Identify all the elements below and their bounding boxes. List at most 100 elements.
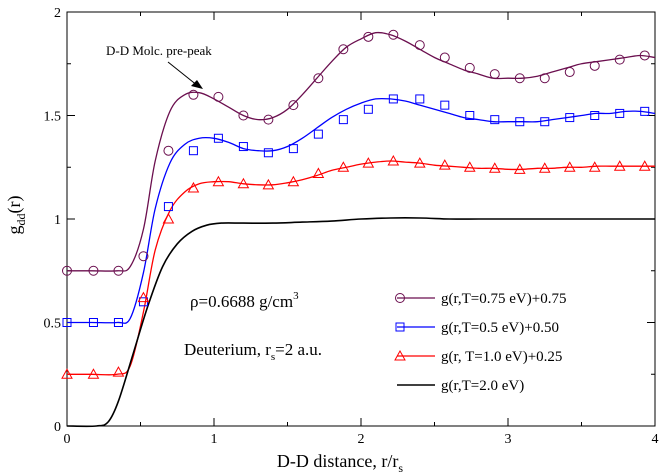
legend-label-2: g(r, T=1.0 eV)+0.25 <box>441 349 562 365</box>
series-0-point <box>614 54 625 65</box>
series-1-point <box>615 108 625 118</box>
series-1-point <box>163 202 173 212</box>
y-tick-label: 0.5 <box>44 317 62 332</box>
series-lines <box>66 31 656 428</box>
series-0-point <box>564 67 575 78</box>
legend-label-3: g(r,T=2.0 eV) <box>441 378 524 394</box>
legend-marker-2 <box>394 349 406 361</box>
series-2-point <box>61 368 73 379</box>
series-line-0 <box>66 31 656 272</box>
series-0-point <box>138 251 149 262</box>
legend-marker-1 <box>395 322 405 332</box>
x-axis-ticks: 0 1 2 3 4 <box>64 12 659 447</box>
series-0-point <box>238 110 249 121</box>
series-1-point <box>263 148 273 158</box>
prepeak-arrow-head <box>191 80 203 89</box>
legend-marker-0 <box>395 293 405 303</box>
series-0-point <box>313 73 324 84</box>
system-subscript: s <box>271 351 275 363</box>
series-line-2 <box>67 160 655 376</box>
series-0-point <box>363 31 374 42</box>
series-2-point <box>588 161 601 172</box>
series-2-point <box>563 161 576 172</box>
series-1-point <box>440 100 450 110</box>
series-line-1 <box>67 97 656 324</box>
series-0-point <box>439 52 450 63</box>
series-0-point <box>163 145 174 156</box>
series-2-point <box>162 212 175 224</box>
series-2-point <box>212 175 225 187</box>
series-0-point <box>338 44 349 55</box>
y-tick-label: 2 <box>54 6 61 21</box>
density-superscript: 3 <box>293 290 299 302</box>
series-1-point <box>288 144 298 154</box>
density-text: ρ=0.6688 g/cm3 <box>190 290 299 311</box>
series-2-point <box>237 177 250 189</box>
series-1-point <box>490 115 500 125</box>
series-1-point <box>363 104 373 114</box>
series-2-point <box>262 178 275 190</box>
series-0-point <box>263 114 274 125</box>
series-2-point <box>638 160 651 171</box>
series-2-point <box>488 162 501 173</box>
series-line-3 <box>66 217 655 428</box>
series-2-point <box>312 167 325 178</box>
series-1-point <box>238 142 248 152</box>
series-1-point <box>565 113 575 123</box>
series-2-point <box>463 161 476 172</box>
series-0-point <box>88 265 99 276</box>
series-2-point <box>538 162 551 173</box>
x-tick-label: 4 <box>652 432 659 447</box>
y-tick-label: 1.5 <box>44 110 62 125</box>
series-0-point <box>539 73 550 84</box>
series-2-point <box>438 159 451 170</box>
series-0-point <box>514 73 525 84</box>
series-2-point <box>413 157 426 168</box>
series-1-point <box>313 129 323 139</box>
prepeak-arrow-line <box>167 61 199 87</box>
x-tick-label: 1 <box>211 432 218 447</box>
series-1-point <box>540 117 550 127</box>
series-2-point <box>287 175 300 187</box>
series-1-point <box>465 111 475 120</box>
series-markers <box>61 29 651 379</box>
legend-label-0: g(r,T=0.75 eV)+0.75 <box>441 291 566 307</box>
prepeak-annotation: D-D Molc. pre-peak <box>106 43 212 58</box>
series-2-point <box>112 366 125 377</box>
series-1-point <box>338 115 348 125</box>
series-1-point <box>590 111 600 120</box>
series-1-point <box>640 106 650 116</box>
series-1-point <box>88 318 98 327</box>
series-2-point <box>87 368 100 379</box>
series-0-point <box>414 40 425 51</box>
series-0-point <box>464 62 475 73</box>
series-2-point <box>513 163 526 174</box>
series-1-point <box>213 133 223 143</box>
legend-label-1: g(r,T=0.5 eV)+0.50 <box>441 320 559 336</box>
x-axis-label-subscript: s <box>398 461 403 472</box>
series-2-point <box>187 181 200 193</box>
series-2-point <box>337 161 350 172</box>
system-text: Deuterium, rs=2 a.u. <box>184 340 322 363</box>
series-0-point <box>188 89 199 100</box>
series-0-point <box>288 100 299 111</box>
x-axis-label: D-D distance, r/rs <box>277 451 403 472</box>
series-0-point <box>489 69 500 80</box>
series-0-point <box>213 91 224 102</box>
series-1-point <box>388 94 398 104</box>
y-tick-label: 1 <box>54 213 61 228</box>
series-1-point <box>113 318 123 327</box>
series-1-point <box>62 318 72 327</box>
series-2-point <box>362 157 375 168</box>
series-0-point <box>639 50 650 61</box>
series-2-point <box>387 155 400 166</box>
y-axis-label: gdd(r) <box>4 196 28 235</box>
y-axis-ticks: 0 0.5 1 1.5 2 <box>44 6 655 435</box>
y-axis-label-subscript: dd <box>14 213 28 225</box>
series-0-point <box>62 265 72 276</box>
series-0-point <box>113 265 124 276</box>
series-2-point <box>613 160 626 171</box>
x-tick-label: 0 <box>64 432 71 447</box>
series-1-point <box>415 94 425 104</box>
